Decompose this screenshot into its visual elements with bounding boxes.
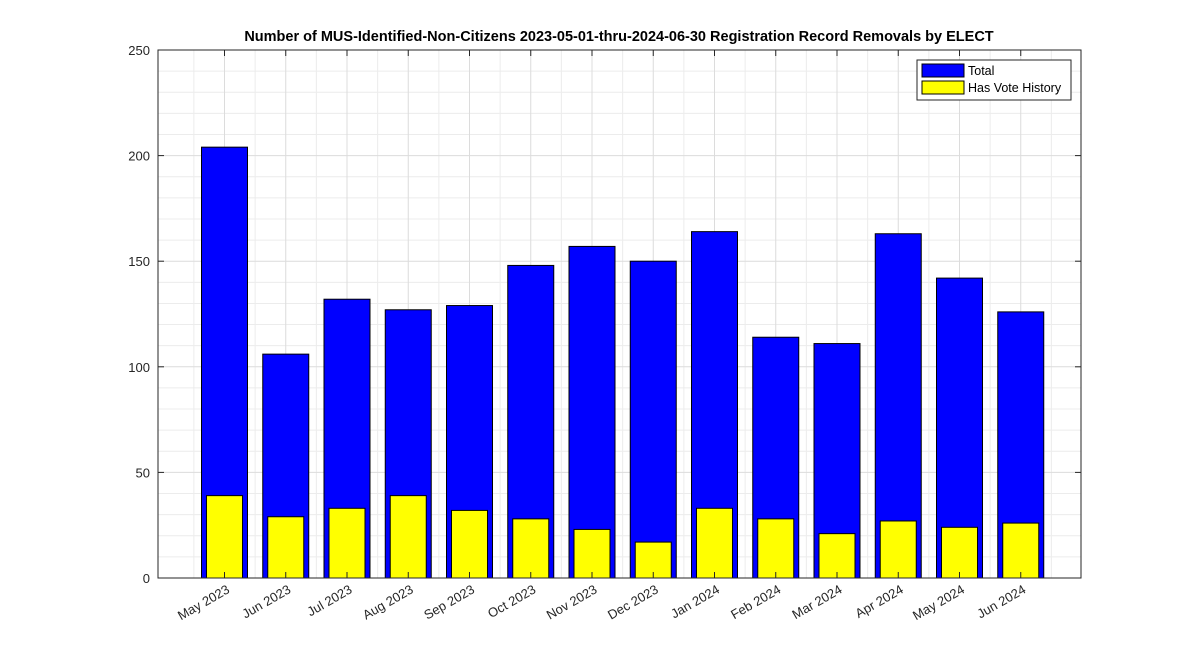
x-tick-label: May 2023 <box>175 582 232 624</box>
bar-total <box>568 245 616 579</box>
bar-has-vote-history <box>206 495 243 579</box>
y-tick-label: 150 <box>128 254 150 269</box>
bar-has-vote-history <box>451 509 488 579</box>
bar-has-vote-history <box>267 516 305 579</box>
bar-has-vote-history <box>1002 522 1040 579</box>
y-tick-label: 0 <box>143 571 150 586</box>
x-tick-label: May 2024 <box>910 582 967 624</box>
legend-label: Total <box>968 64 994 78</box>
bar-has-vote-history <box>941 526 978 579</box>
bar-has-vote-history <box>879 520 917 579</box>
plot-area-frame <box>157 49 1082 579</box>
legend-label: Has Vote History <box>968 81 1062 95</box>
bar-has-vote-history <box>818 533 856 579</box>
x-tick-label: Mar 2024 <box>789 582 844 622</box>
x-tick-label: Nov 2023 <box>544 582 600 623</box>
bar-has-vote-history <box>757 518 795 579</box>
bar-has-vote-history <box>696 507 733 579</box>
y-tick-label: 250 <box>128 43 150 58</box>
x-tick-label: Aug 2023 <box>360 582 416 623</box>
bar-total <box>629 260 677 579</box>
y-tick-label: 50 <box>136 465 150 480</box>
chart-title: Number of MUS-Identified-Non-Citizens 20… <box>244 29 993 45</box>
y-tick-label: 100 <box>128 360 150 375</box>
x-tick-label: Jun 2023 <box>239 582 293 622</box>
bar-has-vote-history <box>573 528 611 579</box>
legend-swatch <box>921 63 965 78</box>
bar-has-vote-history <box>389 495 427 579</box>
x-tick-label: Jun 2024 <box>974 582 1028 622</box>
x-tick-label: Oct 2023 <box>485 582 538 621</box>
bar-has-vote-history <box>512 518 550 579</box>
legend-swatch <box>921 80 965 95</box>
y-tick-label: 200 <box>128 149 150 164</box>
legend: Total Has Vote History <box>916 59 1072 101</box>
x-tick-label: Jan 2024 <box>668 582 722 622</box>
bar-has-vote-history <box>328 507 366 579</box>
x-tick-label: Feb 2024 <box>728 582 783 622</box>
x-tick-label: Jul 2023 <box>304 582 354 620</box>
x-tick-label: Dec 2023 <box>605 582 661 623</box>
x-tick-label: Sep 2023 <box>421 582 477 623</box>
bars <box>201 146 1045 579</box>
x-tick-label: Apr 2024 <box>853 582 906 621</box>
plot-area <box>158 50 1081 578</box>
